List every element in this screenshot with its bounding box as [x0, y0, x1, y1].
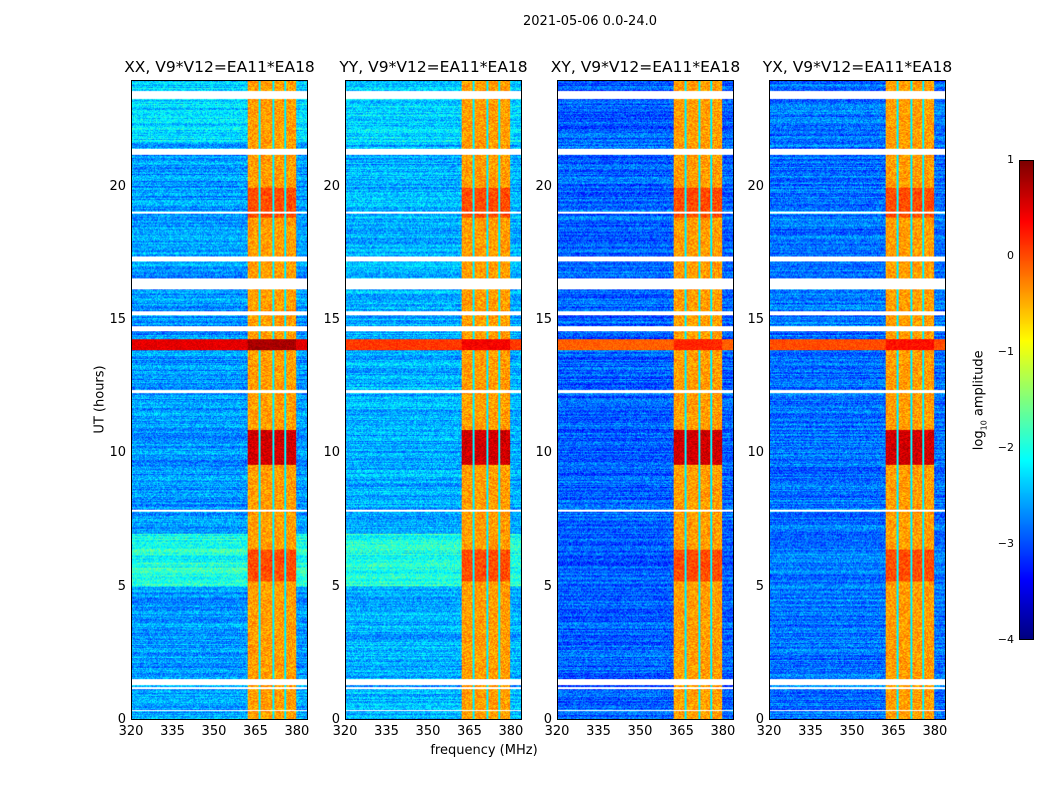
- panel-title: YY, V9*V12=EA11*EA18: [339, 58, 528, 76]
- colorbar-tick-label: 1: [1007, 153, 1014, 166]
- x-tick-label: 365: [243, 724, 268, 739]
- figure-title: 2021-05-06 0.0-24.0: [523, 14, 657, 29]
- x-tick-label: 365: [669, 724, 694, 739]
- y-tick-label: 20: [323, 178, 340, 194]
- x-tick-label: 350: [415, 724, 441, 739]
- y-tick-label: 20: [535, 178, 552, 194]
- x-tick-label: 380: [710, 724, 736, 739]
- y-tick-label: 5: [543, 578, 552, 594]
- panel-1: YY, V9*V12=EA11*EA18 320 335 350 365 380 0 5 10 1…: [323, 58, 527, 739]
- y-tick-label: 0: [755, 712, 764, 727]
- y-tick-label: 10: [323, 445, 340, 461]
- colorbar-tick-label: −1: [997, 345, 1014, 358]
- panel-2: XY, V9*V12=EA11*EA18 320 335 350 365 380 0 5 10 1…: [535, 58, 740, 739]
- y-tick-label: 15: [747, 312, 764, 327]
- y-tick-label: 10: [747, 445, 764, 461]
- x-tick-label: 320: [332, 724, 358, 739]
- x-tick-label: 335: [374, 724, 399, 739]
- colorbar-label: log10 amplitude: [971, 350, 989, 451]
- x-tick-label: 335: [586, 724, 611, 739]
- panel-title: XX, V9*V12=EA11*EA18: [124, 58, 315, 76]
- y-tick-label: 5: [755, 578, 764, 594]
- y-tick-label: 0: [331, 712, 340, 727]
- x-tick-label: 365: [457, 724, 482, 739]
- spectrogram: [345, 80, 522, 720]
- colorbar-tick-label: −3: [997, 537, 1014, 550]
- y-tick-label: 15: [535, 312, 552, 327]
- y-tick-label: 0: [543, 712, 552, 727]
- x-tick-label: 320: [544, 724, 570, 739]
- panel-0: XX, V9*V12=EA11*EA18 320 335 350 365 380 0 5 10 1…: [109, 58, 314, 739]
- y-tick-label: 15: [323, 312, 340, 327]
- spectrogram: [131, 80, 308, 720]
- colorbar-tick-label: 0: [1007, 249, 1014, 262]
- panel-title: XY, V9*V12=EA11*EA18: [550, 58, 741, 76]
- colorbar-tick-label: −4: [997, 633, 1014, 646]
- x-tick-label: 320: [756, 724, 782, 739]
- x-tick-label: 350: [839, 724, 865, 739]
- colorbar: [1019, 160, 1034, 640]
- colorbar-tick-label: −2: [997, 441, 1014, 454]
- panel-title: YX, V9*V12=EA11*EA18: [762, 58, 953, 76]
- y-tick-label: 10: [109, 445, 126, 461]
- spectrogram: [769, 80, 946, 720]
- x-tick-label: 380: [498, 724, 524, 739]
- y-tick-label: 10: [535, 445, 552, 461]
- y-axis-label: UT (hours): [92, 365, 108, 434]
- y-tick-label: 20: [747, 178, 764, 194]
- y-tick-label: 15: [109, 312, 126, 327]
- spectrogram: [557, 80, 734, 720]
- x-tick-label: 320: [118, 724, 144, 739]
- y-tick-label: 5: [117, 578, 126, 594]
- x-tick-label: 365: [881, 724, 906, 739]
- x-tick-label: 380: [922, 724, 948, 739]
- x-tick-label: 380: [284, 724, 310, 739]
- x-tick-label: 335: [160, 724, 185, 739]
- x-tick-label: 350: [201, 724, 227, 739]
- y-tick-label: 20: [109, 178, 126, 194]
- x-tick-label: 350: [627, 724, 653, 739]
- y-tick-label: 5: [331, 578, 340, 594]
- x-axis-label: frequency (MHz): [430, 743, 538, 758]
- x-tick-label: 335: [798, 724, 823, 739]
- y-tick-label: 0: [117, 712, 126, 727]
- panel-3: YX, V9*V12=EA11*EA18 320 335 350 365 380 0 5 10 1…: [747, 58, 952, 739]
